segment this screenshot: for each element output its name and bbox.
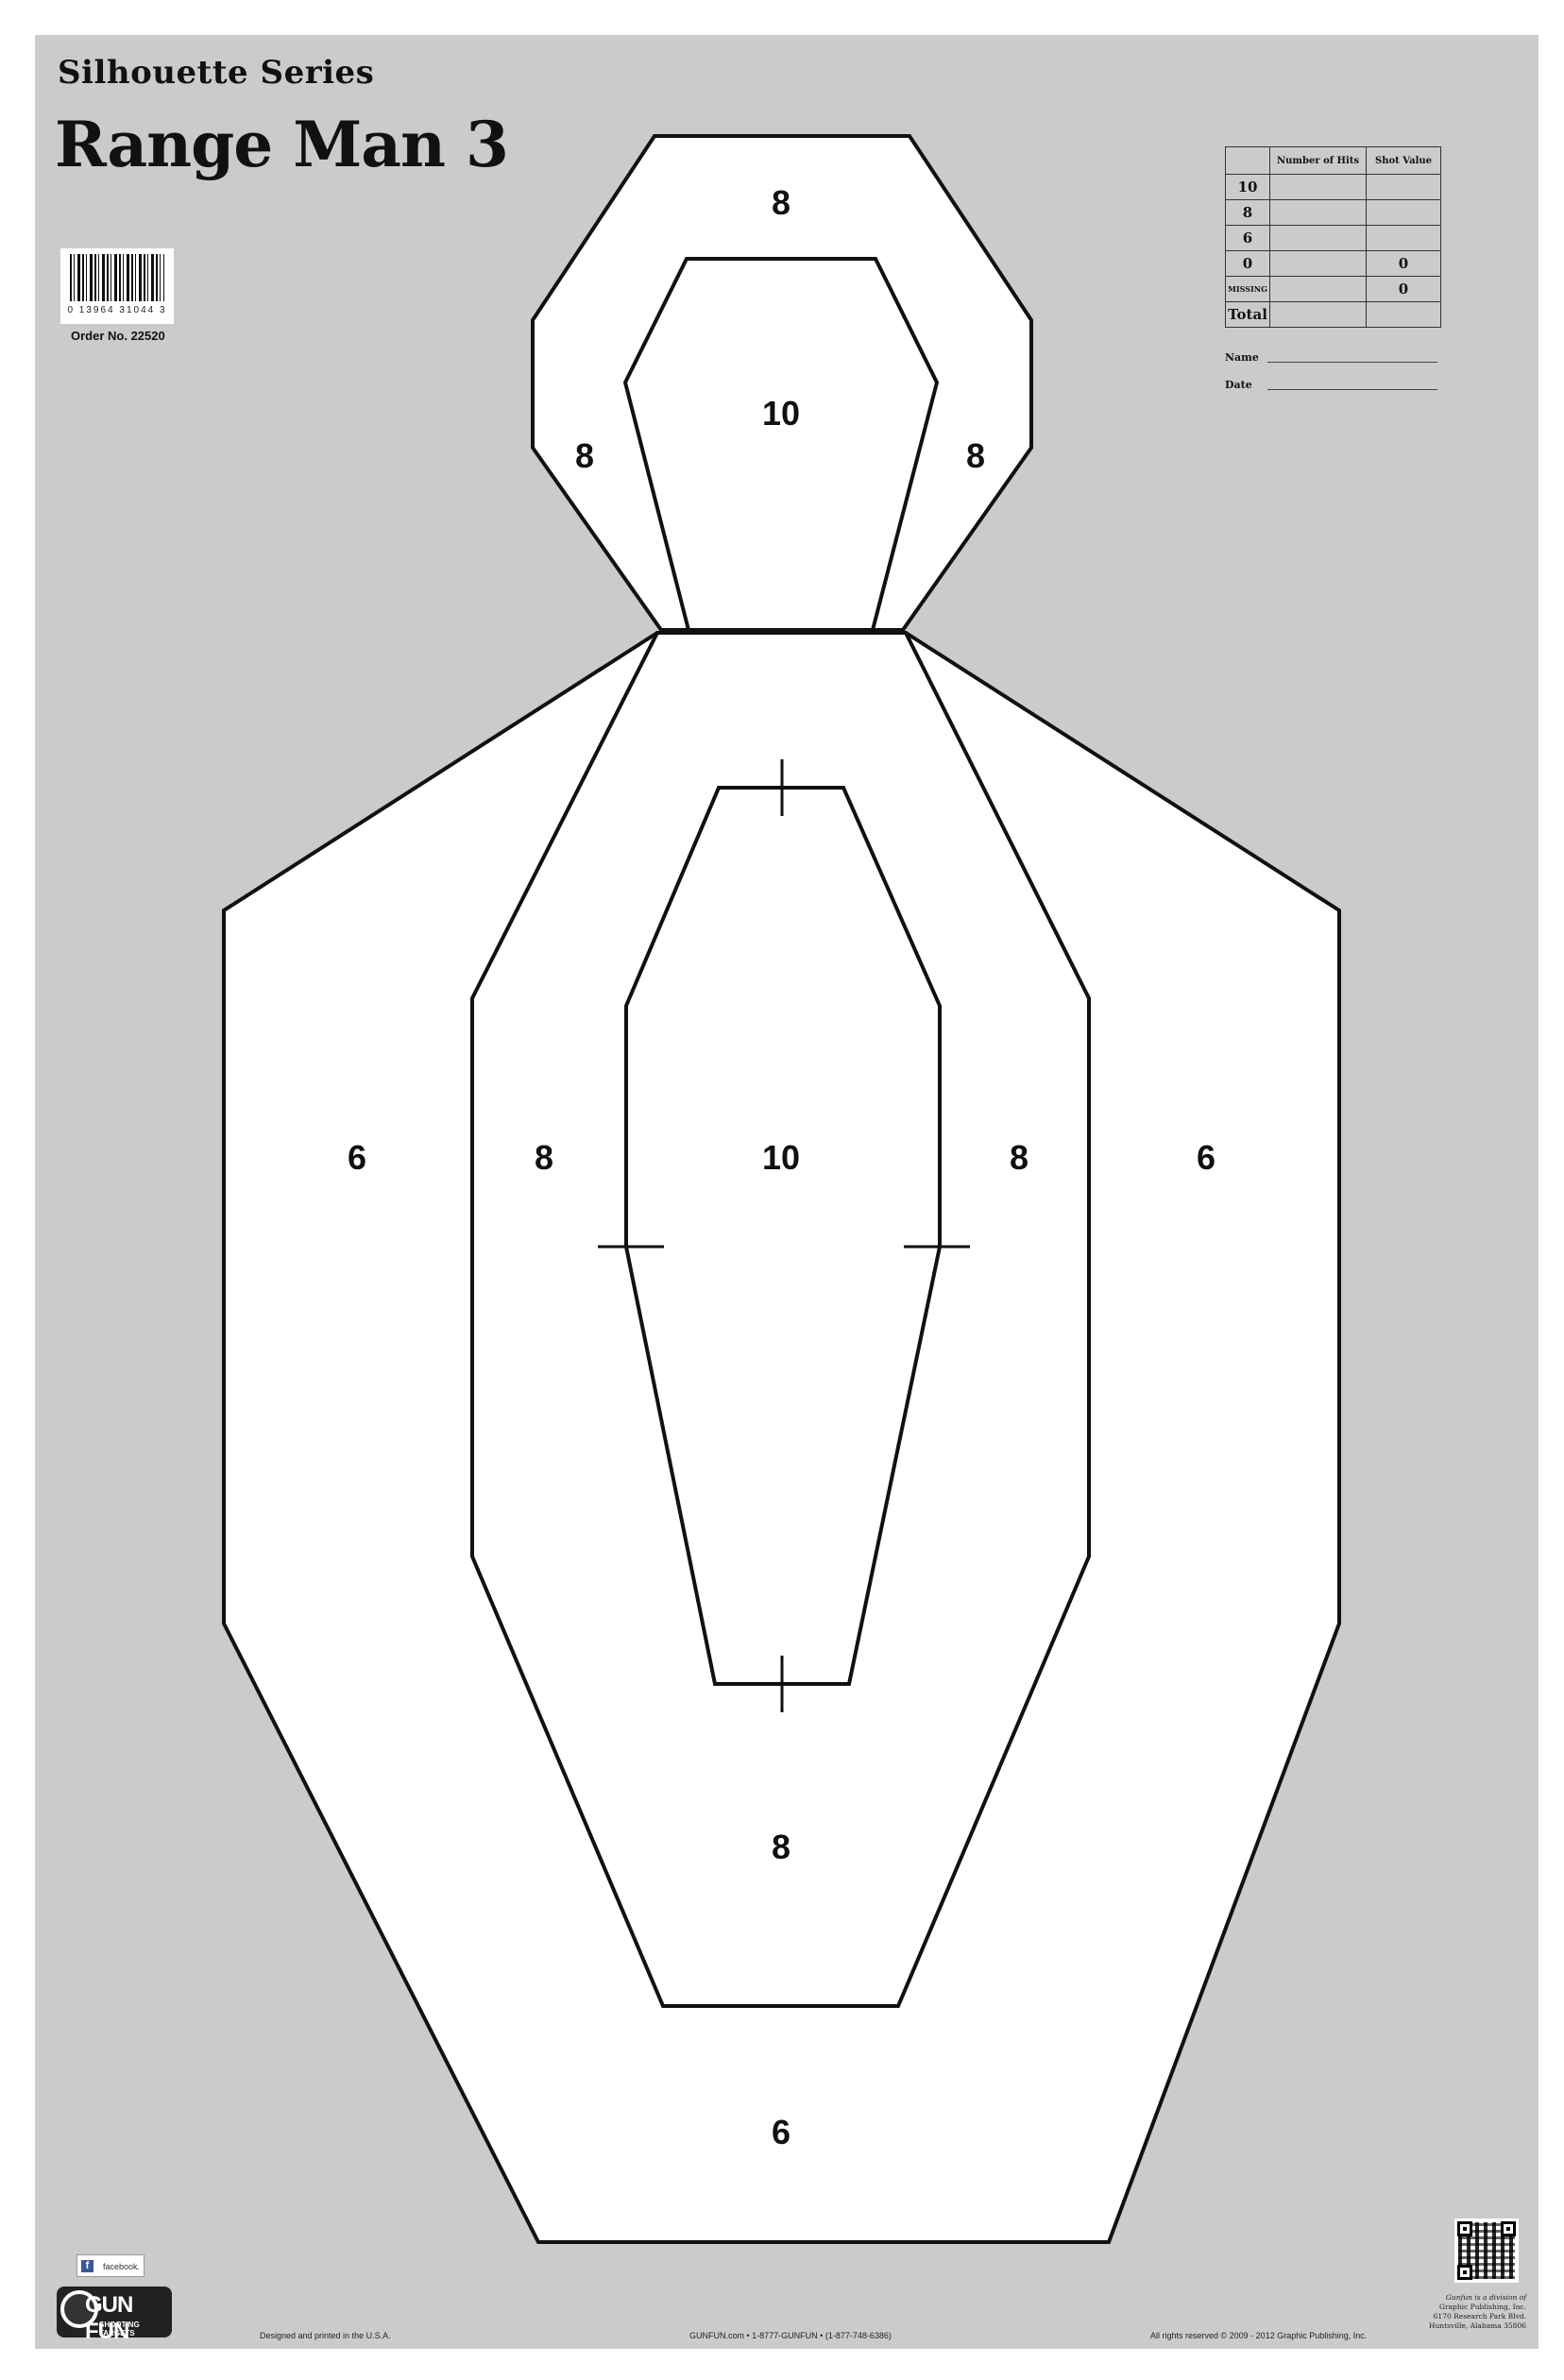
row-label: 6 (1225, 225, 1270, 251)
name-line[interactable] (1267, 362, 1437, 363)
publisher-line: Huntsville, Alabama 35806 (1428, 2321, 1526, 2330)
row-label: Total (1225, 301, 1270, 328)
crosshair-icon (60, 2290, 98, 2328)
table-row: 8 (1225, 199, 1441, 226)
score-body-bottom: 6 (772, 2113, 790, 2151)
target-silhouette: 8 10 8 8 6 8 10 8 6 8 6 (222, 134, 1341, 2244)
header-blank (1225, 146, 1270, 175)
score-table-header: Number of Hits Shot Value (1225, 146, 1441, 175)
score-body-center: 10 (762, 1138, 800, 1177)
footer-designed: Designed and printed in the U.S.A. (260, 2331, 391, 2340)
barcode-digits: 0 13964 31044 3 (67, 305, 167, 315)
head-inner-zone (622, 257, 940, 632)
score-head-right: 8 (966, 436, 985, 475)
footer-contact: GUNFUN.com • 1-8777-GUNFUN • (1-877-748-… (689, 2331, 892, 2340)
target-sheet: 8 10 8 8 6 8 10 8 6 8 6 (35, 35, 1538, 2349)
score-body-outer-left: 6 (348, 1138, 366, 1177)
page-title: Range Man 3 (55, 108, 509, 181)
date-label: Date (1225, 379, 1252, 391)
hits-cell[interactable] (1269, 301, 1367, 328)
aim-ticks (598, 759, 970, 1712)
table-row: Total (1225, 301, 1441, 328)
gunfun-logo: GUN FUN SHOOTING TARGETS (57, 2286, 172, 2344)
qr-eye (1457, 2221, 1472, 2236)
value-cell[interactable] (1366, 225, 1441, 251)
facebook-badge[interactable]: f facebook. (76, 2254, 144, 2277)
score-body-mid-right: 8 (1010, 1138, 1028, 1177)
score-head-top: 8 (772, 183, 790, 222)
table-row: 0 0 (1225, 250, 1441, 277)
logo-word: GUN FUN (85, 2292, 133, 2344)
row-label: MISSING (1225, 276, 1270, 302)
body-middle-zone (470, 631, 1091, 2008)
table-row: MISSING 0 (1225, 276, 1441, 302)
hits-cell[interactable] (1269, 225, 1367, 251)
value-cell[interactable] (1366, 301, 1441, 328)
row-label: 10 (1225, 174, 1270, 200)
value-cell: 0 (1366, 250, 1441, 277)
date-line[interactable] (1267, 389, 1437, 390)
barcode-bars (70, 254, 164, 301)
logo-sub: SHOOTING TARGETS (99, 2320, 140, 2338)
footer-rights: All rights reserved © 2009 - 2012 Graphi… (1150, 2331, 1368, 2340)
table-row: 10 (1225, 174, 1441, 200)
name-field[interactable]: Name (1225, 351, 1437, 364)
hits-cell[interactable] (1269, 174, 1367, 200)
score-body-lower-mid: 8 (772, 1828, 790, 1866)
value-cell: 0 (1366, 276, 1441, 302)
row-label: 8 (1225, 199, 1270, 226)
score-table: Number of Hits Shot Value 10 8 6 0 0 MIS… (1225, 146, 1441, 328)
qr-code (1454, 2218, 1519, 2283)
barcode: 0 13964 31044 3 (60, 248, 174, 324)
publisher-line: Graphic Publishing, Inc. (1439, 2303, 1526, 2311)
date-field[interactable]: Date (1225, 379, 1437, 391)
hits-cell[interactable] (1269, 276, 1367, 302)
header-hits: Number of Hits (1269, 146, 1367, 175)
body-outer-zone (222, 631, 1341, 2244)
score-body-outer-right: 6 (1197, 1138, 1216, 1177)
score-head-center: 10 (762, 394, 800, 433)
hits-cell[interactable] (1269, 250, 1367, 277)
order-number: Order No. 22520 (71, 329, 165, 343)
value-cell[interactable] (1366, 174, 1441, 200)
name-label: Name (1225, 351, 1259, 364)
value-cell[interactable] (1366, 199, 1441, 226)
header-value: Shot Value (1366, 146, 1441, 175)
qr-eye (1457, 2265, 1472, 2280)
score-head-left: 8 (575, 436, 594, 475)
hits-cell[interactable] (1269, 199, 1367, 226)
row-label: 0 (1225, 250, 1270, 277)
publisher-block: Gunfun is a division of Graphic Publishi… (1375, 2293, 1526, 2331)
score-body-mid-left: 8 (535, 1138, 553, 1177)
qr-eye (1501, 2221, 1516, 2236)
series-label: Silhouette Series (58, 54, 375, 92)
facebook-label: facebook. (102, 2262, 140, 2271)
body-inner-zone (624, 786, 942, 1686)
table-row: 6 (1225, 225, 1441, 251)
publisher-line: Gunfun is a division of (1445, 2293, 1526, 2302)
publisher-line: 6170 Research Park Blvd. (1433, 2312, 1526, 2320)
facebook-icon: f (81, 2260, 94, 2272)
